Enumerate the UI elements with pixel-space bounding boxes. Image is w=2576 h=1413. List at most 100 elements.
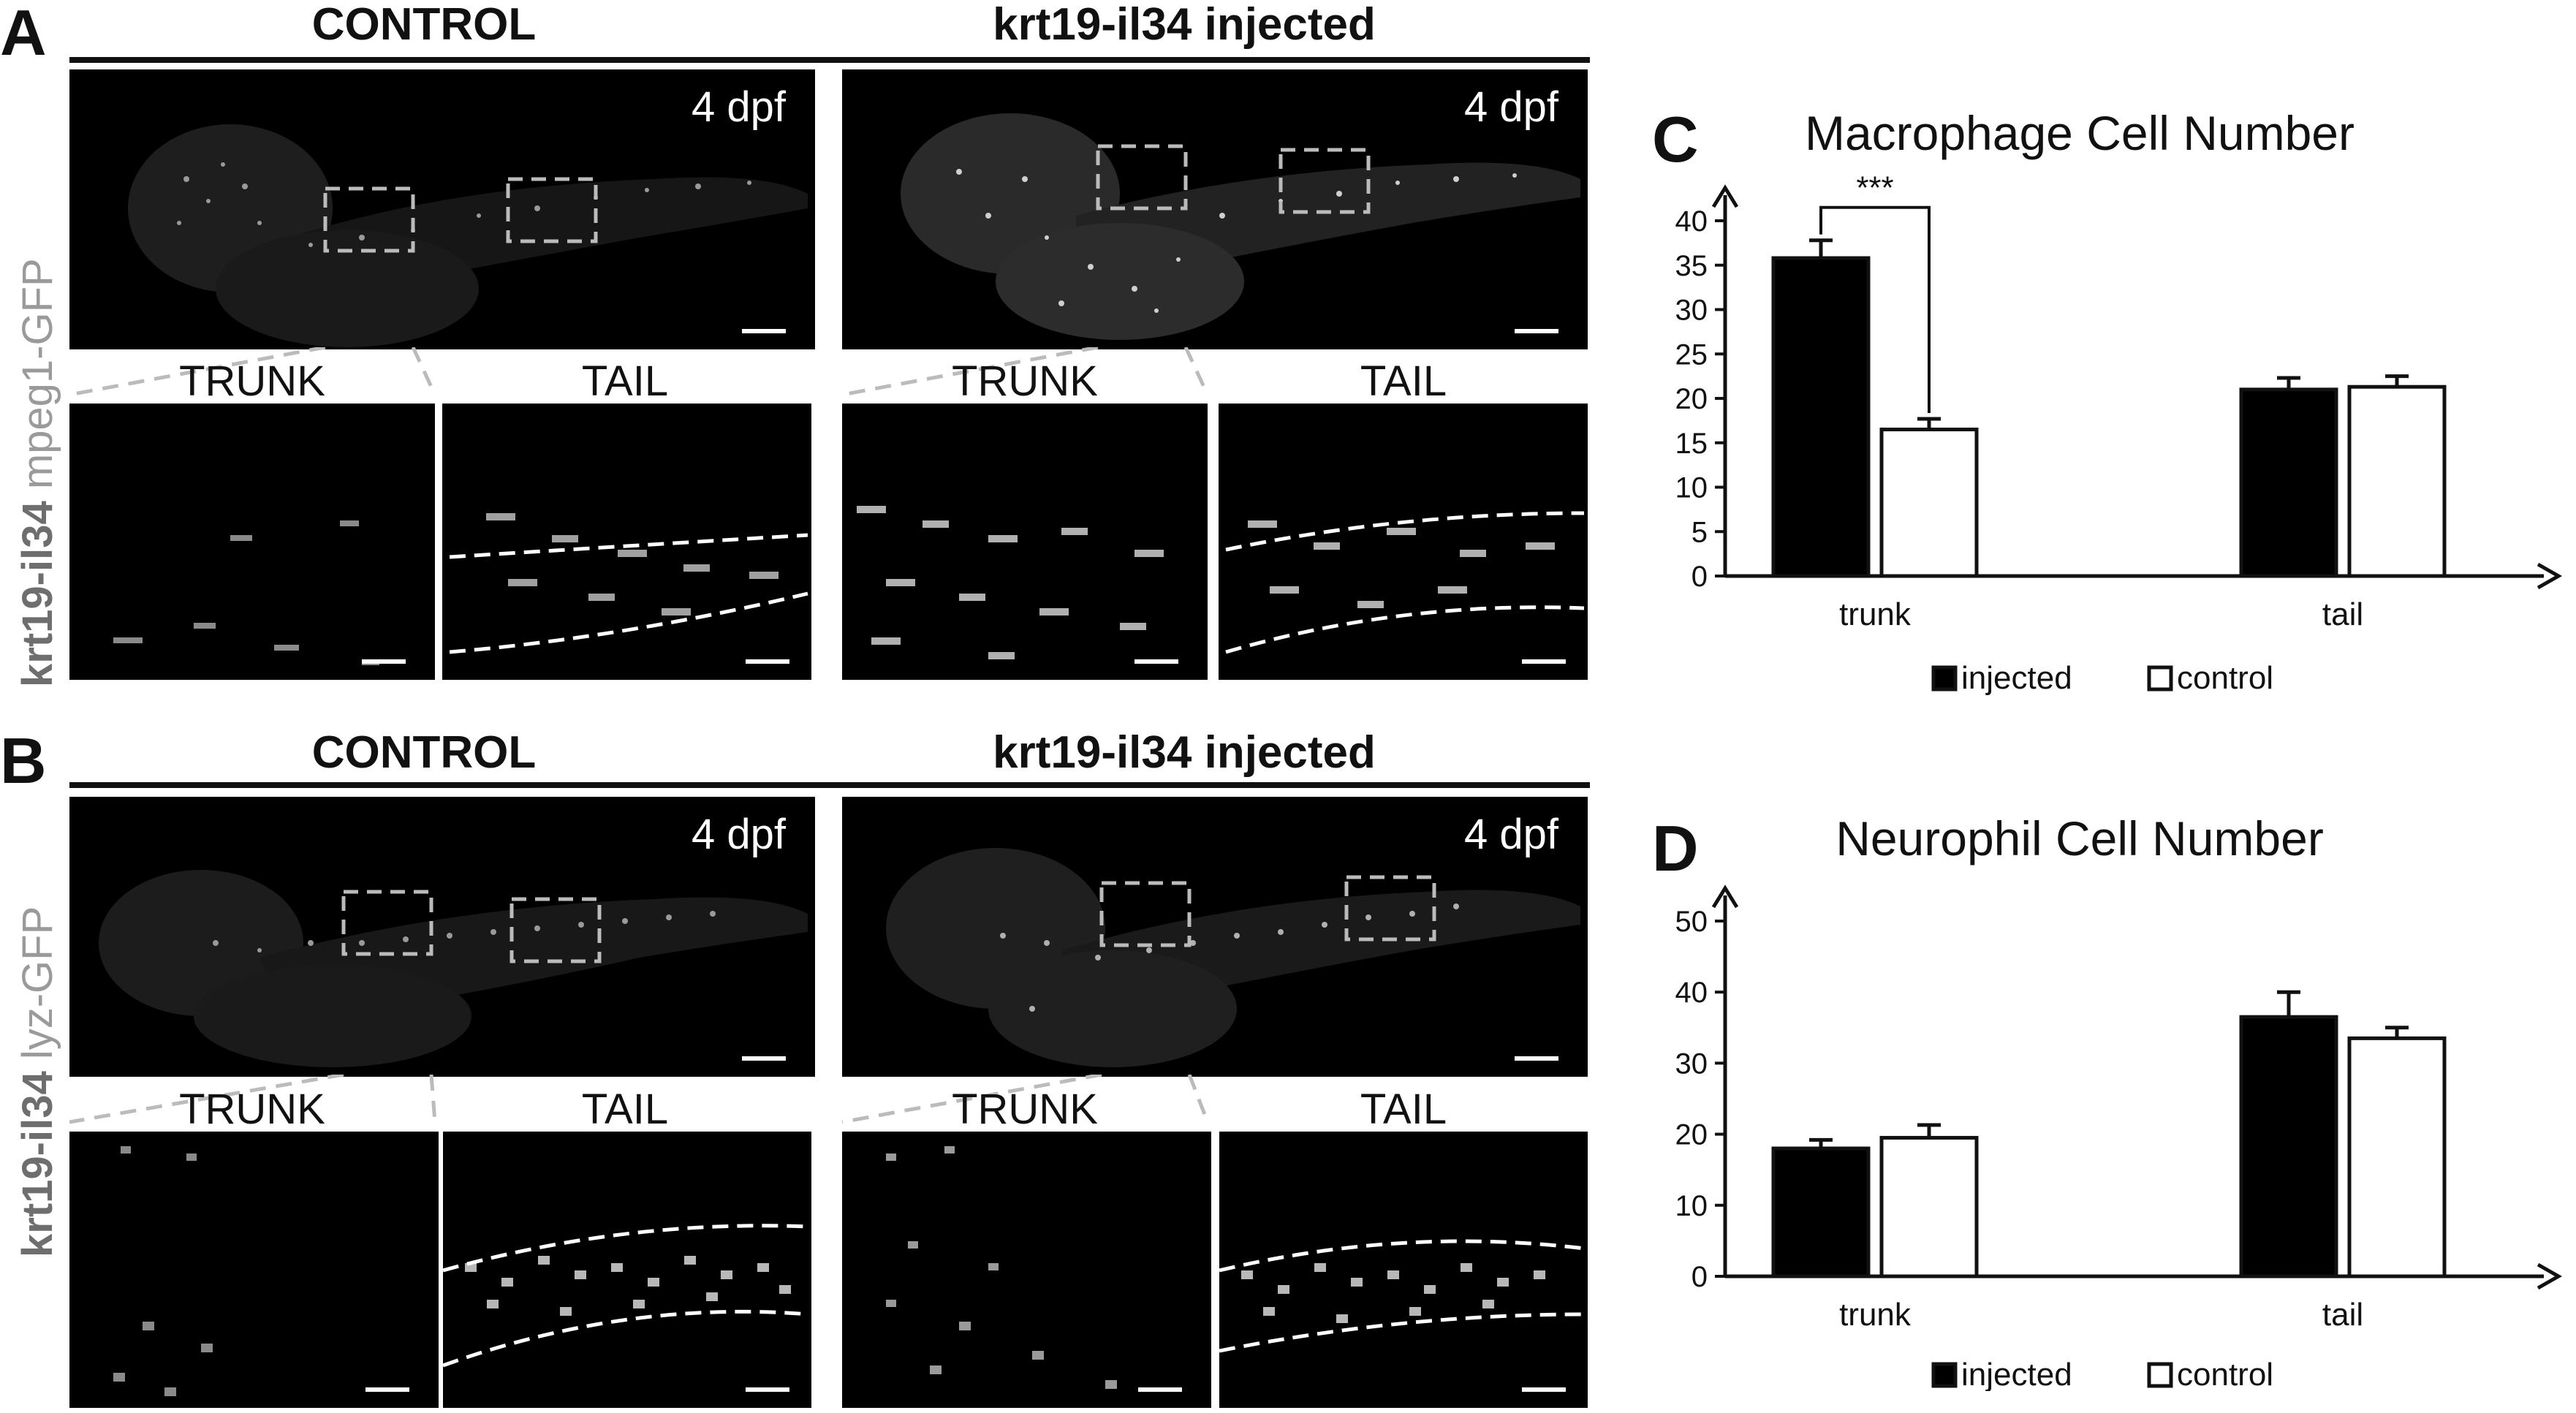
legend-label: injected [1961,1357,2072,1391]
larva-silhouette [128,124,808,347]
panel-b-vertical-label-main: krt19-il34 [14,1071,61,1257]
y-tick-label: 0 [1692,1261,1708,1293]
scale-bar [742,329,786,333]
bar-control-trunk [1879,1135,1979,1278]
cell-speckles [1000,904,1459,1012]
legend-label: injected [1961,660,2072,696]
significance-bracket [1819,205,1931,413]
scale-bar [1515,329,1558,333]
bar-injected-tail [2239,387,2338,578]
y-tick-label: 40 [1675,205,1708,238]
scale-bar [1138,1387,1182,1392]
scale-bar [1134,659,1178,664]
legend-label: control [2177,1357,2273,1391]
scale-bar [1522,659,1566,664]
panel-b-vertical-label-marker: lyz-GFP [14,906,61,1060]
bar-injected-tail [2239,1015,2338,1278]
scale-bar [365,1387,409,1392]
y-axis-arrow [1711,184,1739,208]
category-label: tail [2322,596,2363,632]
legend-swatch-injected [1931,665,1958,692]
panel-b-header-rule [69,782,1590,788]
legend-swatch-injected [1931,1362,1958,1388]
chart-neurophil: Neurophil Cell Number 0 10 20 30 40 50 trunk tai… [1675,811,2563,1391]
legend-swatch-control [2147,1362,2173,1388]
bar-control-tail [2347,1036,2447,1278]
scale-bar [746,1387,789,1392]
bar-injected-trunk [1771,1146,1871,1278]
panel-b-injected-title: krt19-il34 injected [993,727,1376,778]
chart-title: Macrophage Cell Number [1805,106,2355,160]
y-tick-label: 5 [1692,516,1708,548]
y-tick-label: 30 [1675,295,1708,327]
cell-scatter [113,1146,213,1396]
scale-bar [1515,1056,1558,1061]
scale-bar [742,1056,786,1061]
panel-a-zoom-label-4: TAIL [1360,357,1447,405]
panel-a-control-stage-label: 4 dpf [692,83,786,131]
y-axis-arrow [1711,884,1739,909]
y-tick-label: 20 [1675,1119,1708,1151]
cell-scatter [1219,1239,1586,1353]
panel-a-control-larva-image: 4 dpf [69,69,815,349]
larva-silhouette [886,848,1580,1067]
cell-speckles [213,911,716,952]
bar-control-trunk [1879,428,1979,578]
chart-macrophage: Macrophage Cell Number 0 5 10 15 20 25 30 35 40 tr… [1675,106,2563,696]
panel-b-zoom-label-4: TAIL [1360,1086,1447,1133]
panel-b-vertical-label: krt19-il34 lyz-GFP [13,906,62,1257]
panel-a-vertical-label: krt19-il34 mpeg1-GFP [13,258,62,687]
y-tick-label: 0 [1692,561,1708,593]
panel-a-vertical-label-main: krt19-il34 [14,501,61,687]
panel-a-zoom-connectors [69,347,1210,397]
panel-b-control-tail-image [443,1132,811,1408]
cell-scatter [1225,511,1585,654]
cell-scatter [857,506,1164,659]
panel-letter-b: B [0,724,47,797]
x-axis-arrow [2537,562,2563,590]
category-label: tail [2322,1297,2363,1333]
y-tick-label: 25 [1675,338,1708,371]
y-tick-label: 30 [1675,1048,1708,1080]
significance-label: *** [1856,170,1893,206]
panel-b-zoom-connectors [69,1075,1210,1124]
cell-speckles [956,169,1517,313]
panel-letter-d: D [1652,812,1699,884]
panel-a-injected-larva-image: 4 dpf [842,69,1588,349]
panel-a-control-title: CONTROL [311,0,537,50]
y-tick-label: 15 [1675,428,1708,460]
panel-a-injected-title: krt19-il34 injected [993,0,1376,50]
panel-a-vertical-label-marker: mpeg1-GFP [14,258,61,490]
scale-bar [1522,1387,1566,1392]
larva-silhouette [99,870,808,1067]
cell-scatter [443,1224,809,1368]
cell-scatter [886,1146,1117,1389]
panel-b-control-stage-label: 4 dpf [692,811,786,858]
panel-b-injected-tail-image [1219,1132,1588,1408]
category-label: trunk [1839,1297,1912,1333]
y-tick-label: 20 [1675,383,1708,415]
panel-b-injected-larva-image: 4 dpf [842,797,1588,1077]
y-tick-label: 10 [1675,1190,1708,1222]
bar-injected-trunk [1771,256,1871,578]
larva-silhouette [901,113,1580,340]
scale-bar [746,659,789,664]
x-axis-arrow [2537,1262,2563,1290]
panel-a-zoom-label-1: TRUNK [179,357,325,405]
panel-a-injected-tail-image [1219,404,1588,680]
panel-letter-a: A [0,0,47,69]
panel-b-injected-stage-label: 4 dpf [1464,811,1558,858]
legend-swatch-control [2147,665,2173,692]
panel-a-injected-stage-label: 4 dpf [1464,83,1558,131]
bar-control-tail [2347,384,2447,578]
panel-b-injected-trunk-image [842,1132,1211,1408]
panel-b-control-larva-image: 4 dpf [69,797,815,1077]
chart-title: Neurophil Cell Number [1836,811,2324,865]
panel-letter-c: C [1652,103,1699,175]
panel-b-control-trunk-image [69,1132,439,1408]
panel-a-header-rule [69,57,1590,63]
cell-speckles [177,162,751,247]
panel-a-injected-trunk-image [842,404,1208,680]
y-tick-label: 10 [1675,472,1708,504]
cell-scatter [113,520,379,665]
